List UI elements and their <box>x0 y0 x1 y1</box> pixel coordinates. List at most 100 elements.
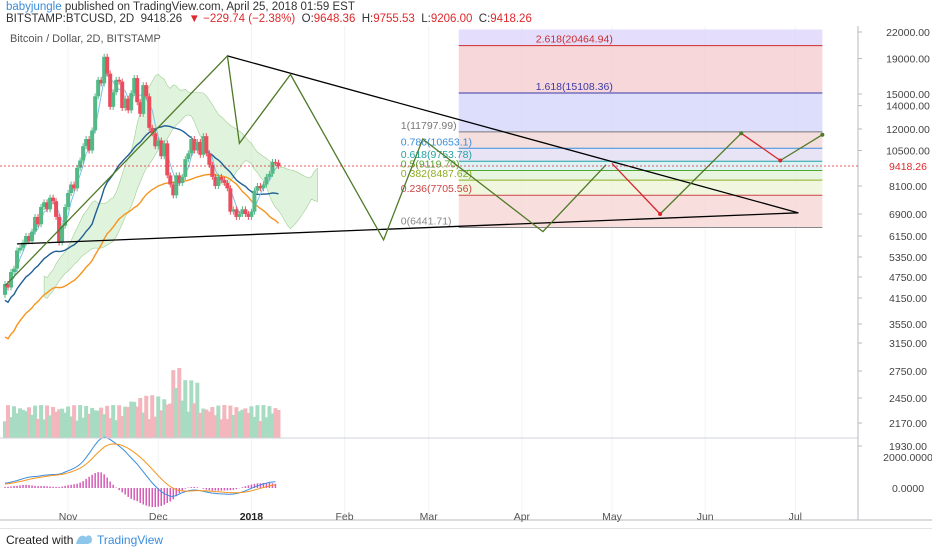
candle <box>102 56 107 84</box>
author-link[interactable]: babyjungle <box>6 1 62 13</box>
volume-bar <box>60 408 65 438</box>
candle <box>261 184 266 189</box>
candle <box>165 143 170 176</box>
ohlc-low-key: L: <box>421 13 431 25</box>
ohlc-open-value: 9648.36 <box>313 13 356 25</box>
symbol-line: BITSTAMP:BTCUSD, 2D 9418.26 ▼ −229.74 (−… <box>6 13 532 26</box>
candle <box>108 73 113 107</box>
tradingview-brand-link[interactable]: TradingView <box>97 533 164 547</box>
candle <box>24 236 29 243</box>
volume-bar <box>225 419 230 438</box>
created-with-label: Created with <box>6 533 74 547</box>
volume-bar <box>237 411 242 438</box>
y-tick-label: 1930.00 <box>889 441 927 453</box>
volume-bar <box>144 395 149 438</box>
candle <box>33 216 38 232</box>
arrow-head-icon <box>820 132 825 137</box>
y-tick-label: 10500.00 <box>886 145 930 157</box>
volume-bar <box>78 405 83 438</box>
fib-level-label: 0.5(9119.70) <box>401 159 460 171</box>
volume-bar <box>219 419 224 438</box>
moving-average-orange <box>4 173 279 340</box>
candle <box>12 268 17 272</box>
candle <box>132 78 137 94</box>
volume-bar <box>249 406 254 438</box>
moving-average-blue <box>4 125 279 304</box>
volume-bar <box>117 405 122 438</box>
volume-bar <box>261 405 266 438</box>
volume-bar <box>234 407 239 438</box>
candle <box>63 207 68 226</box>
candle <box>114 79 119 93</box>
candle <box>39 207 44 225</box>
volume-bar <box>258 421 263 438</box>
volume-bar <box>12 406 17 438</box>
volume-bar <box>9 417 14 438</box>
volume-bar <box>105 405 110 438</box>
candle <box>153 133 158 147</box>
chart-area[interactable]: 2.618(20464.94) 1.618(15108.36) 1(11797.99… <box>0 26 932 526</box>
volume-bar <box>66 406 71 438</box>
macd-tick-label: 0.0000 <box>892 483 924 495</box>
candle <box>48 197 53 210</box>
candle <box>123 98 128 108</box>
fib-level-label: 2.618(20464.94) <box>536 34 613 46</box>
candle <box>30 231 35 242</box>
candle <box>78 160 83 168</box>
publish-info: published on TradingView.com, April 25, … <box>61 1 355 13</box>
candle <box>96 79 101 97</box>
fib-level-label: 0(6441.71) <box>401 215 452 227</box>
candle <box>210 164 215 177</box>
candle <box>201 136 206 155</box>
volume-bar <box>198 412 203 438</box>
volume-bar <box>222 405 227 438</box>
candle <box>258 186 263 189</box>
volume-bar <box>111 405 116 438</box>
candle <box>60 225 65 243</box>
candle <box>150 127 155 134</box>
volume-bar <box>21 409 26 438</box>
volume-bar <box>69 416 74 438</box>
volume-bar <box>93 410 98 438</box>
trendline-upper <box>227 55 799 214</box>
price-marker-bg <box>860 157 930 174</box>
candle <box>93 96 98 131</box>
volume-bar <box>24 411 29 438</box>
price-change: −229.74 (−2.38%) <box>203 13 296 25</box>
candle <box>243 209 248 214</box>
candle <box>27 236 32 242</box>
candle <box>99 79 104 84</box>
candle <box>216 176 221 186</box>
macd-line <box>4 436 276 497</box>
volume-bar <box>207 411 212 438</box>
candle <box>234 209 239 217</box>
candle <box>186 153 191 160</box>
candle <box>111 92 116 107</box>
candle <box>180 176 185 183</box>
volume-bar <box>246 413 251 438</box>
volume-bar <box>51 406 56 438</box>
elliott-path <box>4 54 607 287</box>
volume-bar <box>138 398 143 438</box>
fib-zone <box>458 29 823 46</box>
volume-bar <box>153 416 158 438</box>
volume-bar <box>141 412 146 438</box>
candle <box>246 214 251 217</box>
candle <box>36 216 41 225</box>
price-chart[interactable]: 2.618(20464.94) 1.618(15108.36) 1(11797.99… <box>0 26 932 526</box>
ichimoku-cloud <box>43 73 318 299</box>
volume-bar <box>42 419 47 438</box>
volume-bar <box>255 405 260 438</box>
volume-bar <box>264 417 269 438</box>
volume-bar <box>180 400 185 438</box>
chart-header: babyjungle published on TradingView.com,… <box>0 0 932 26</box>
candle <box>84 139 89 147</box>
volume-bar <box>189 380 194 438</box>
symbol-label: BITSTAMP:BTCUSD, 2D <box>6 13 135 25</box>
x-tick-label: May <box>602 511 623 523</box>
volume-bar <box>192 403 197 438</box>
candle <box>204 136 209 154</box>
candle <box>69 184 74 193</box>
volume-bar <box>102 414 107 438</box>
candle <box>129 93 134 111</box>
